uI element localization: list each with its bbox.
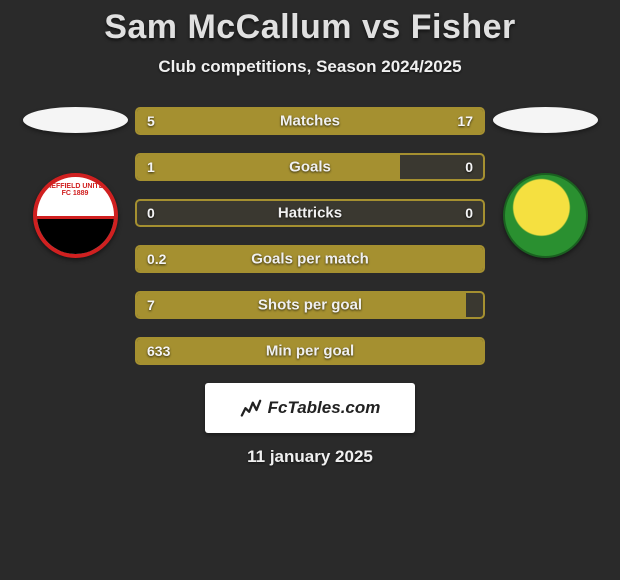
stat-bar-label: Matches <box>280 113 340 130</box>
stat-bar-left-value: 0.2 <box>147 251 166 267</box>
stat-bar-row: Matches 5 17 <box>135 107 485 135</box>
stat-bar-left-fill <box>137 109 282 133</box>
stat-bar-label: Hattricks <box>278 205 342 222</box>
watermark-badge: FcTables.com <box>205 383 415 433</box>
right-player-placeholder <box>493 107 598 133</box>
left-player-placeholder <box>23 107 128 133</box>
stat-bar-right-value: 0 <box>465 205 473 221</box>
right-team-crest <box>503 173 588 258</box>
right-side-column <box>485 107 605 258</box>
comparison-area: SHEFFIELD UNITED FC 1889 Matches517Goals… <box>0 107 620 365</box>
stat-bar-label: Min per goal <box>266 343 354 360</box>
stat-bar-left-value: 7 <box>147 297 155 313</box>
stat-bar-right-value: 0 <box>465 159 473 175</box>
stat-bar-row: Hattricks 0 0 <box>135 199 485 227</box>
stat-bar-left-value: 0 <box>147 205 155 221</box>
stat-bar-label: Goals <box>289 159 331 176</box>
stat-bar-left-value: 633 <box>147 343 170 359</box>
stat-bar-label: Shots per goal <box>258 297 362 314</box>
left-team-crest: SHEFFIELD UNITED FC 1889 <box>33 173 118 258</box>
left-crest-text: SHEFFIELD UNITED FC 1889 <box>37 183 114 197</box>
page-title: Sam McCallum vs Fisher <box>0 0 620 47</box>
stat-bar-right-value: 17 <box>457 113 473 129</box>
left-side-column: SHEFFIELD UNITED FC 1889 <box>15 107 135 258</box>
stat-bar-left-fill <box>137 155 400 179</box>
stat-bar-left-value: 5 <box>147 113 155 129</box>
stat-bar-row: Goals 1 0 <box>135 153 485 181</box>
page-subtitle: Club competitions, Season 2024/2025 <box>0 57 620 77</box>
fctables-logo-icon <box>240 399 262 417</box>
stat-bar-left-value: 1 <box>147 159 155 175</box>
watermark-text: FcTables.com <box>268 398 381 418</box>
stat-bar-row: Goals per match 0.2 <box>135 245 485 273</box>
footer-date: 11 january 2025 <box>0 447 620 467</box>
stat-bar-row: Min per goal 633 <box>135 337 485 365</box>
stat-bar-label: Goals per match <box>251 251 369 268</box>
stat-bar-row: Shots per goal 7 <box>135 291 485 319</box>
stat-bars-container: Matches 5 17 Goals 1 0 Hattricks 0 0 Goals per ma… <box>135 107 485 365</box>
